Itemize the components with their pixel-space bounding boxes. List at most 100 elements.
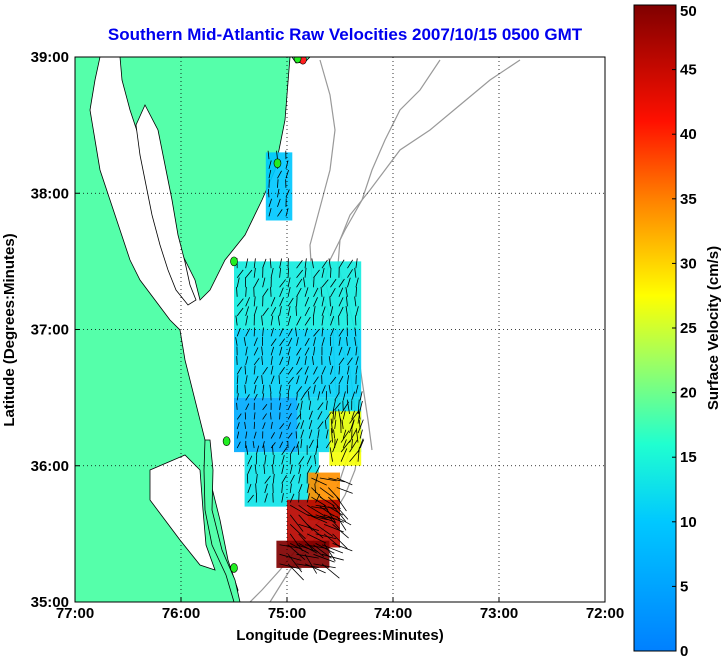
vector-arrow: [304, 337, 310, 347]
vector-arrow: [253, 296, 256, 307]
vector-arrow: [340, 440, 351, 453]
vector-arrow: [311, 506, 329, 510]
vector-arrow: [311, 496, 327, 507]
vector-arrow: [245, 445, 249, 455]
vector-arrow: [349, 450, 360, 462]
vector-arrow: [236, 307, 244, 317]
vector-arrow: [245, 258, 249, 269]
colorbar: 0 5 10 15 20 25 30 35 40 45 50 Surface Velocity (c…: [633, 3, 722, 659]
vector-arrow: [355, 306, 359, 316]
vector-arrow: [359, 429, 363, 439]
vector-arrow: [340, 430, 350, 443]
vector-arrow: [357, 409, 361, 424]
vector-arrow: [354, 296, 357, 307]
vector-arrow: [342, 410, 346, 420]
vector-arrow: [247, 465, 253, 475]
vector-arrow: [287, 376, 294, 385]
vector-arrow: [245, 297, 250, 307]
vector-arrow: [354, 327, 357, 337]
vector-arrow: [330, 267, 332, 278]
vector-arrow: [338, 287, 344, 297]
vector-arrow: [281, 446, 288, 456]
velocity-patch-3: [234, 397, 298, 453]
vector-arrow: [279, 279, 286, 288]
vector-arrow: [321, 315, 324, 326]
vector-arrow: [315, 445, 318, 455]
vector-arrow: [287, 267, 290, 278]
vector-arrow: [262, 327, 264, 337]
vector-arrow: [306, 504, 326, 517]
vector-arrow: [320, 286, 323, 297]
vector-arrow: [270, 338, 277, 347]
vector-arrow: [300, 400, 303, 410]
vector-arrow: [287, 432, 293, 439]
vector-arrow: [338, 259, 345, 269]
vector-arrow: [287, 356, 291, 365]
radar-stations: [222, 57, 307, 573]
x-tick-label: 77:00: [56, 605, 94, 622]
vector-arrow: [268, 160, 272, 169]
vector-arrow: [311, 258, 314, 269]
vector-arrow: [304, 327, 308, 337]
vector-arrow: [317, 421, 324, 430]
vector-arrow: [330, 365, 334, 375]
vector-arrow: [236, 402, 238, 410]
vector-arrow: [263, 445, 266, 455]
vector-arrow: [262, 422, 266, 430]
vector-arrow: [329, 296, 331, 307]
vector-arrow: [264, 475, 271, 484]
vector-arrow: [304, 375, 309, 385]
vector-arrow: [236, 393, 239, 401]
vector-arrow: [317, 411, 323, 420]
vector-arrow: [315, 514, 336, 523]
vector-arrow: [308, 420, 313, 430]
vector-arrow: [329, 447, 333, 462]
vector-arrow: [321, 306, 326, 317]
vector-arrow: [313, 384, 316, 394]
vector-arrow: [247, 494, 254, 503]
vector-arrow: [270, 346, 275, 356]
vector-arrow: [338, 337, 341, 346]
vector-arrow: [236, 277, 240, 288]
vector-arrow: [296, 296, 298, 307]
vector-arrow: [338, 328, 344, 337]
vector-arrow: [236, 298, 244, 307]
vector-arrow: [306, 455, 312, 465]
vector-arrow: [346, 337, 348, 346]
vector-arrow: [235, 315, 238, 326]
x-tick-label: 74:00: [374, 605, 412, 622]
vector-arrow: [330, 418, 333, 434]
vector-arrow: [281, 464, 285, 475]
vector-arrow: [325, 429, 329, 439]
vector-arrow: [313, 337, 316, 346]
colorbar-tick-label: 15: [680, 449, 697, 466]
vector-arrow: [253, 347, 259, 356]
y-tick-label: 37:00: [31, 322, 69, 339]
vector-arrow: [287, 337, 293, 347]
vector-arrow: [272, 464, 274, 474]
vector-arrow: [289, 514, 304, 532]
x-tick-label: 75:00: [268, 605, 306, 622]
vector-arrow: [264, 454, 267, 465]
radar-station-marker: [222, 436, 231, 447]
vector-arrow: [253, 306, 258, 316]
colorbar-tick-label: 30: [680, 255, 697, 272]
vector-arrow: [304, 287, 309, 297]
vector-arrow: [277, 170, 282, 179]
vector-arrow: [311, 477, 327, 486]
vector-arrow: [304, 356, 307, 365]
vector-arrow: [262, 258, 267, 269]
vector-arrow: [347, 365, 350, 375]
vector-arrow: [300, 438, 303, 449]
vector-arrow: [279, 328, 284, 337]
vector-arrow: [285, 160, 289, 169]
vector-arrow: [323, 514, 344, 523]
vector-arrow: [270, 421, 273, 430]
vector-arrow: [315, 504, 337, 509]
vector-arrow: [287, 315, 291, 326]
vector-arrow: [332, 409, 335, 424]
vector-arrow: [330, 278, 337, 288]
vector-arrow: [338, 297, 344, 307]
vector-arrow: [287, 366, 294, 375]
vector-arrow: [317, 391, 321, 401]
